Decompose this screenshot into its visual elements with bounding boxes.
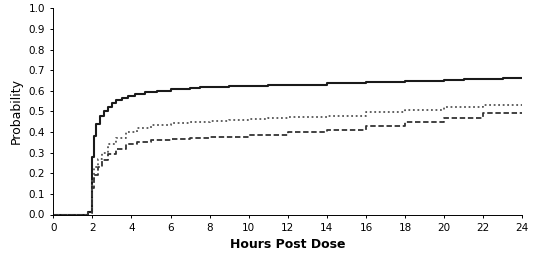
X-axis label: Hours Post Dose: Hours Post Dose (230, 238, 345, 251)
Y-axis label: Probability: Probability (10, 78, 23, 144)
